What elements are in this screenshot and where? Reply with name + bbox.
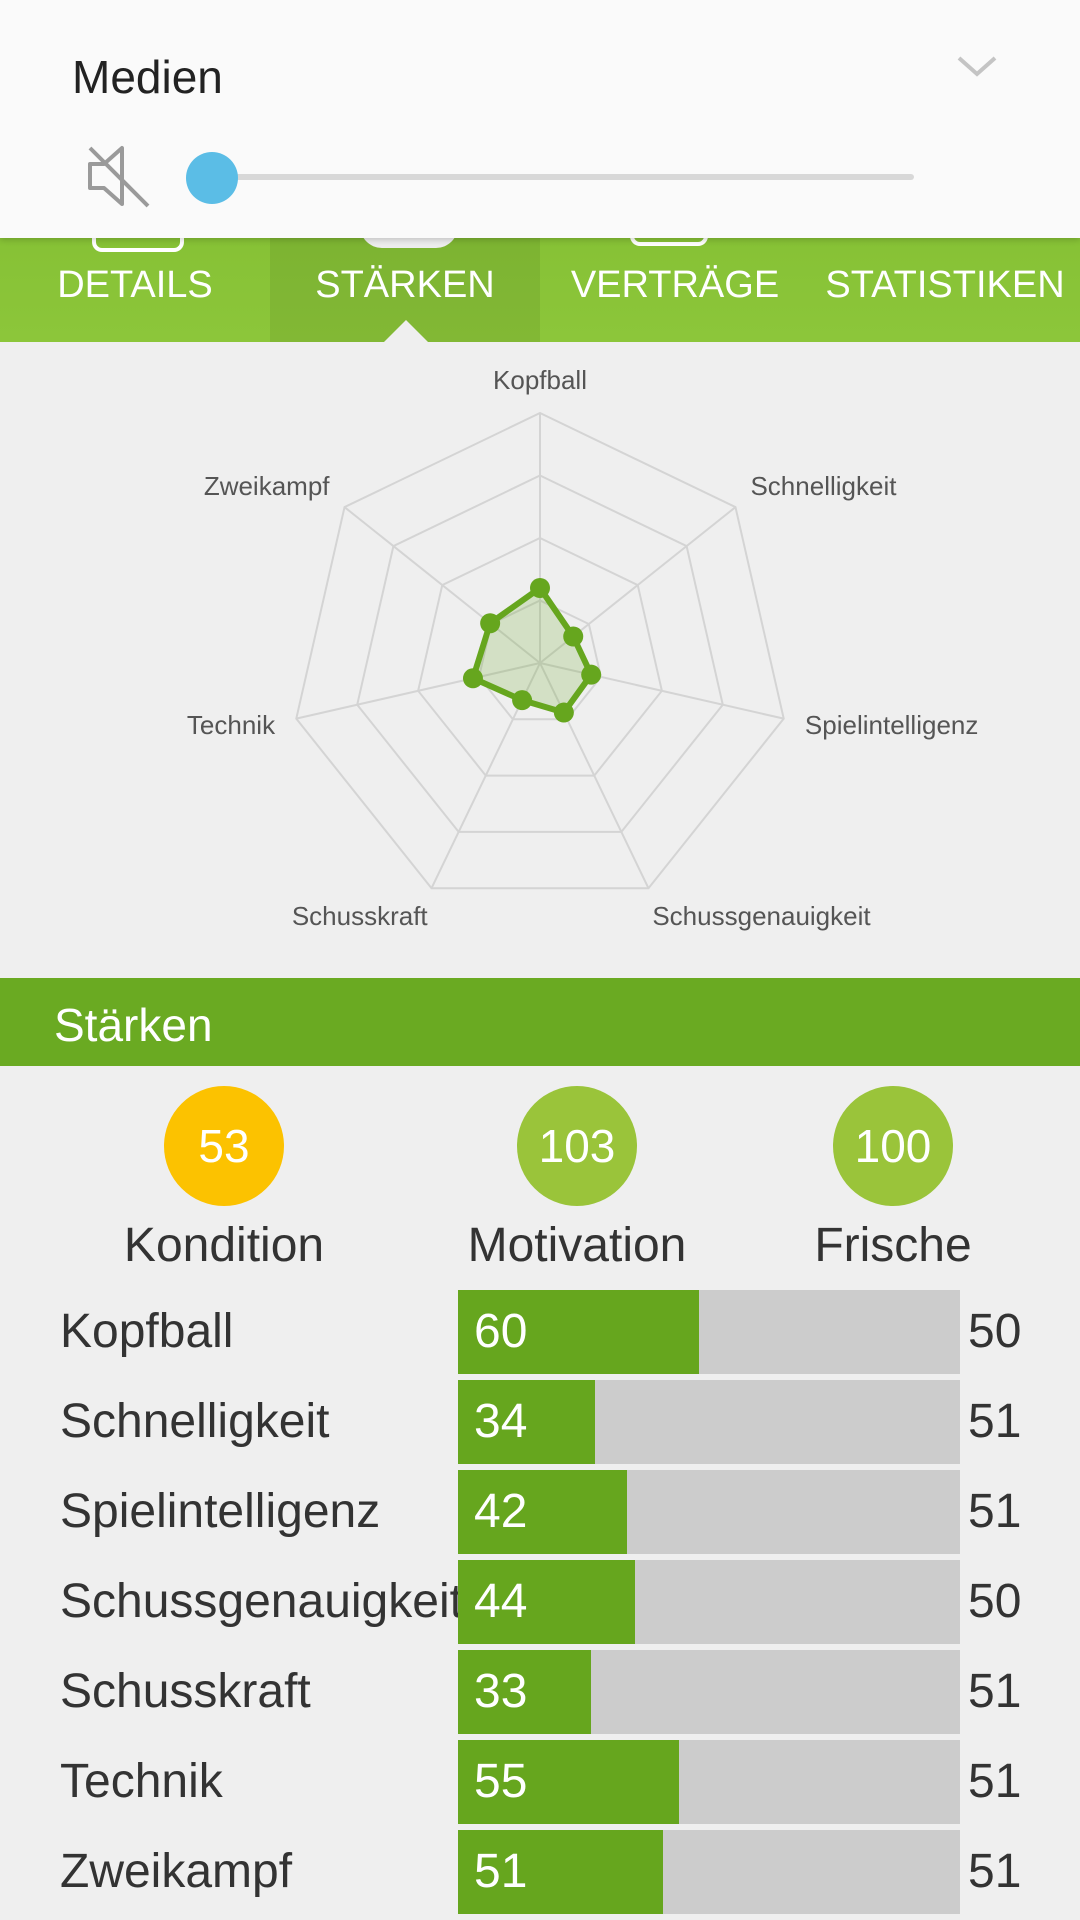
stat-bar-track: 55 xyxy=(458,1740,960,1824)
radar-axis-label: Schussgenauigkeit xyxy=(652,901,871,931)
stat-bar-track: 44 xyxy=(458,1560,960,1644)
stat-bar-fill xyxy=(458,1650,591,1734)
stat-compare-value: 51 xyxy=(968,1395,1022,1448)
radar-data-point xyxy=(581,664,602,685)
radar-data-point xyxy=(530,578,550,598)
stat-bar-fill xyxy=(458,1560,635,1644)
stat-name: Spielintelligenz xyxy=(60,1485,381,1538)
radar-data-point xyxy=(462,668,483,689)
stat-name: Zweikampf xyxy=(60,1845,293,1898)
kondition-badge: 53 xyxy=(164,1086,284,1206)
radar-axis-line xyxy=(539,662,784,720)
radar-data-point xyxy=(512,690,533,711)
volume-panel-title: Medien xyxy=(72,51,223,103)
active-tab-pointer xyxy=(384,320,428,342)
radar-grid-ring xyxy=(417,536,663,777)
stat-compare-value: 51 xyxy=(968,1665,1022,1718)
frische-label: Frische xyxy=(814,1219,972,1272)
stat-value: 60 xyxy=(474,1305,528,1358)
stat-value: 55 xyxy=(474,1755,528,1808)
tab-details[interactable]: DETAILS xyxy=(0,238,270,342)
radar-axis-label: Spielintelligenz xyxy=(805,710,978,740)
radar-axis-label: Technik xyxy=(187,710,276,740)
radar-axis-line xyxy=(539,662,650,889)
kondition-label: Kondition xyxy=(123,1219,325,1272)
stat-value: 33 xyxy=(474,1665,528,1718)
stat-compare-value: 51 xyxy=(968,1845,1022,1898)
radar-data-point xyxy=(553,702,574,723)
volume-slider-handle[interactable] xyxy=(186,152,238,204)
mute-icon[interactable] xyxy=(84,140,156,212)
motivation-label: Motivation xyxy=(467,1219,687,1272)
stat-value: 51 xyxy=(474,1845,528,1898)
stat-name: Kopfball xyxy=(60,1305,234,1358)
stat-name: Schnelligkeit xyxy=(60,1395,330,1448)
kondition-indicator: 53 Kondition xyxy=(84,1086,364,1273)
stat-compare-value: 50 xyxy=(968,1305,1022,1358)
tab-vertraege-label: VERTRÄGE xyxy=(570,264,780,306)
stat-value: 42 xyxy=(474,1485,528,1538)
stat-row-schusskraft: Schusskraft 33 51 xyxy=(0,1650,1080,1734)
stat-value: 44 xyxy=(474,1575,528,1628)
stat-row-technik: Technik 55 51 xyxy=(0,1740,1080,1824)
radar-data-point xyxy=(563,626,584,647)
radar-axis-label: Kopfball xyxy=(493,365,587,395)
strength-radar-chart: Kopfball Schnelligkeit Spielintelligenz Sch… xyxy=(187,365,978,931)
radar-series-area xyxy=(469,585,595,716)
stat-bar-fill xyxy=(458,1740,679,1824)
radar-axis-label: Schnelligkeit xyxy=(750,471,897,501)
frische-indicator: 100 Frische xyxy=(753,1086,1033,1273)
tab-details-label: DETAILS xyxy=(57,264,213,306)
radar-data-point xyxy=(480,613,501,634)
stat-name: Technik xyxy=(60,1755,223,1808)
stat-bar-track: 34 xyxy=(458,1380,960,1464)
volume-slider-track[interactable] xyxy=(212,174,914,180)
motivation-badge: 103 xyxy=(517,1086,637,1206)
stat-name: Schusskraft xyxy=(60,1665,311,1718)
details-icon xyxy=(92,226,184,252)
stat-row-zweikampf: Zweikampf 51 51 xyxy=(0,1830,1080,1914)
stat-compare-value: 51 xyxy=(968,1755,1022,1808)
stat-row-schussgenauigkeit: Schussgenauigkeit 44 50 xyxy=(0,1560,1080,1644)
stat-compare-value: 50 xyxy=(968,1575,1022,1628)
motivation-indicator: 103 Motivation xyxy=(437,1086,717,1273)
section-header: Stärken xyxy=(0,978,1080,1066)
volume-panel: Medien xyxy=(0,0,1080,238)
radar-axis-label: Schusskraft xyxy=(292,901,429,931)
chevron-down-icon[interactable] xyxy=(955,52,999,82)
stat-bar-fill xyxy=(458,1380,595,1464)
radar-axis-line xyxy=(343,506,541,664)
stat-bar-fill xyxy=(458,1290,699,1374)
stat-row-kopfball: Kopfball 60 50 xyxy=(0,1290,1080,1374)
stat-bar-track: 51 xyxy=(458,1830,960,1914)
stat-bar-fill xyxy=(458,1470,627,1554)
radar-axis-label: Zweikampf xyxy=(204,471,330,501)
stat-bar-fill xyxy=(458,1830,663,1914)
radar-axis-line xyxy=(296,662,541,720)
stat-name: Schussgenauigkeit xyxy=(60,1575,463,1628)
stat-bar-track: 42 xyxy=(458,1470,960,1554)
radar-grid-ring xyxy=(356,474,724,833)
tab-staerken-label: STÄRKEN xyxy=(315,264,495,306)
tab-statistiken[interactable]: STATISTIKEN xyxy=(810,238,1080,342)
section-title: Stärken xyxy=(54,999,213,1051)
tab-statistiken-label: STATISTIKEN xyxy=(825,264,1065,306)
stat-bar-track: 60 xyxy=(458,1290,960,1374)
radar-grid-ring xyxy=(295,411,785,890)
stat-compare-value: 51 xyxy=(968,1485,1022,1538)
stat-row-spielintelligenz: Spielintelligenz 42 51 xyxy=(0,1470,1080,1554)
tab-vertraege[interactable]: VERTRÄGE xyxy=(540,238,810,342)
stat-value: 34 xyxy=(474,1395,528,1448)
stat-bar-track: 33 xyxy=(458,1650,960,1734)
frische-badge: 100 xyxy=(833,1086,953,1206)
stat-row-schnelligkeit: Schnelligkeit 34 51 xyxy=(0,1380,1080,1464)
